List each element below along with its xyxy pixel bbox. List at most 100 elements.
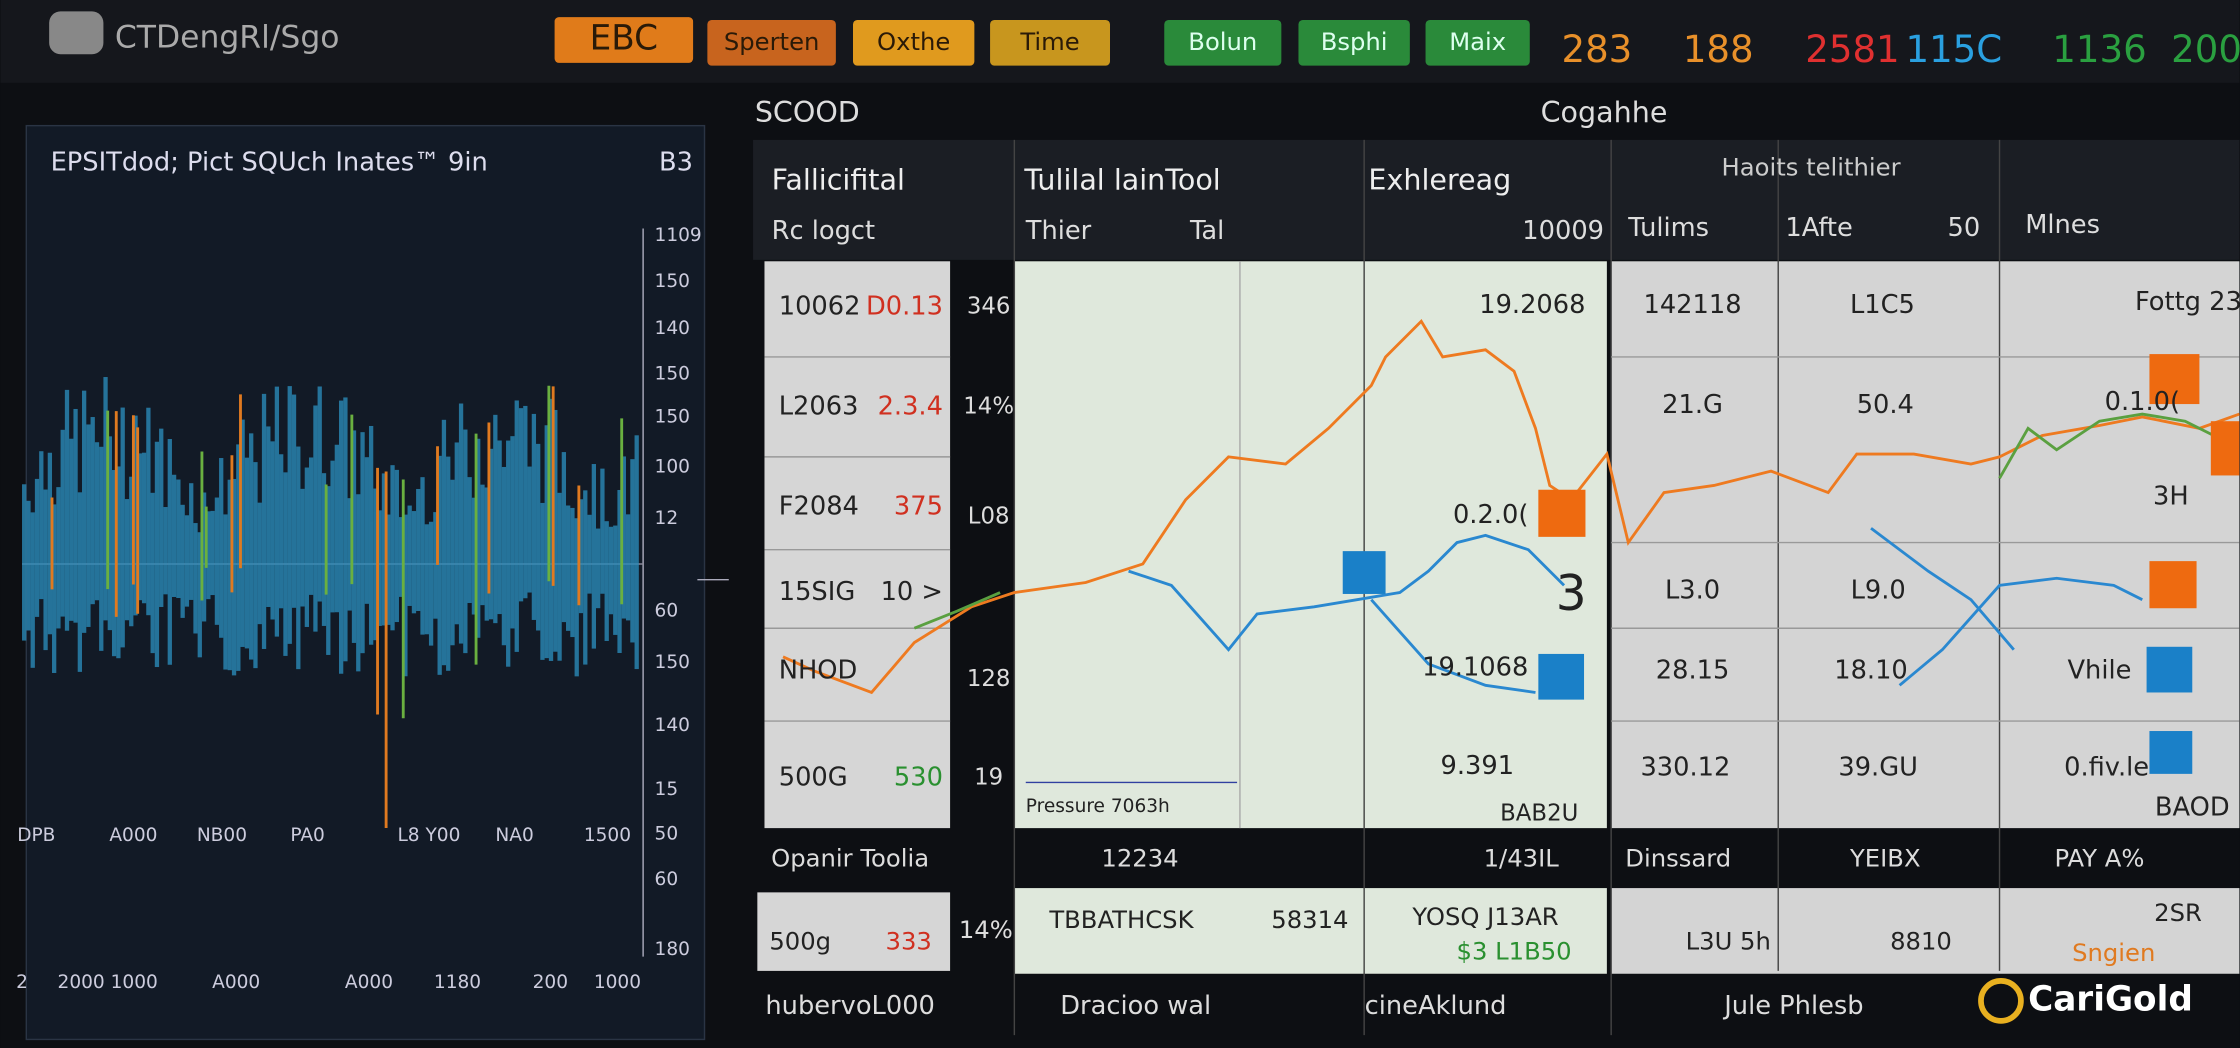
decor-bar [480,484,485,606]
decor-bar [583,490,588,665]
table-text: hubervoL000 [765,991,935,1021]
table-text: 346 [967,293,1011,319]
decor-bar [557,492,562,661]
toolbar-button[interactable] [554,17,694,63]
decor-bar [261,393,267,649]
decor-bar [587,514,592,594]
decor-bar [22,484,27,641]
decor-bar [103,377,108,621]
decor-bar [506,440,511,667]
toolbar-button[interactable] [1164,19,1282,66]
decor-bar [531,413,537,620]
decor-bar [634,435,639,670]
decor-bar [536,443,541,631]
table-text: NHOD [779,656,858,686]
decor-bar [596,528,601,609]
decor-bar [296,446,301,670]
toolbar-button[interactable] [1425,19,1530,66]
table-text: 58314 [1271,905,1348,934]
decor-bar [373,488,378,641]
table-text: Thier [1025,216,1092,246]
left-panel-text: 150 [655,364,690,385]
header-text: 115C [1905,28,2002,71]
table-text: Vhile [2067,656,2131,686]
decor-bar [137,453,142,601]
decor-bar [214,497,220,625]
left-panel-text: 60 [655,869,679,890]
header-text: 283 [1561,28,1632,71]
decor-bar [64,389,70,631]
decor-bar [416,488,421,611]
table-text: TBBATHCSK [1048,905,1194,934]
left-panel-text: 1109 [655,225,702,246]
left-cells [764,261,951,829]
header-text: 1136 [2052,28,2146,71]
table-text: Tulims [1627,213,1709,243]
decor-bar [548,398,554,661]
table-text: 3H [2153,481,2189,511]
decor-bar [253,462,258,669]
left-panel-text: B3 [659,147,693,177]
decor-bar [493,414,498,624]
left-panel-text: 15 [655,779,679,800]
table-text: Jule Phlesb [1722,991,1863,1021]
decor-bar [574,518,579,677]
decor-bar [621,456,626,619]
decor-bar [240,419,245,647]
left-panel-text: NB00 [197,825,247,846]
header-text: 188 [1683,28,1754,71]
table-text: $3 L1B50 [1457,936,1572,965]
toolbar-button[interactable] [990,19,1111,66]
decor-bar [116,466,121,659]
decor-bar [608,526,614,615]
left-panel-text: 180 [655,939,690,960]
table-text: L3.0 [1665,576,1720,606]
toolbar-button[interactable] [1298,19,1410,66]
left-panel-text: 200 [533,972,568,993]
table-text: Dinssard [1625,844,1731,873]
table-text: L3U 5h [1686,926,1771,955]
decor-bar [287,386,292,644]
decor-bar [433,512,438,619]
decor-bar [454,442,459,625]
decor-bar [201,492,207,622]
decor-bar [257,502,262,625]
decor-bar [377,510,382,626]
decor-bar [90,417,95,605]
decor-bar [133,415,138,616]
toolbar-button[interactable] [853,19,975,66]
decor-bar [518,408,524,602]
decor-bar [210,510,215,596]
table-text: 0.1.0( [2105,387,2180,417]
table-text: 1Afte [1785,213,1852,243]
left-panel-text: 60 [655,601,679,622]
decor-bar [540,502,545,660]
table-text: Haoits telithier [1722,152,1901,181]
decor-bar [497,440,502,615]
decor-bar [223,514,228,670]
decor-bar [334,444,339,613]
decor-bar [463,429,468,654]
decor-bar [471,497,477,615]
decor-bar [570,507,575,638]
table-text: Rc logct [772,216,876,246]
table-text: 0.2.0( [1453,500,1528,530]
decor-bar [184,515,190,607]
decor-bar [428,521,434,646]
cell [1014,888,1607,974]
decor-bar [39,451,44,600]
top-bar [0,0,2240,83]
table-text: 10 > [881,577,943,607]
decor-bar [403,514,408,677]
table-text: YEIBX [1849,844,1921,873]
decor-bar [591,464,596,649]
table-text: D0.13 [866,291,943,321]
decor-bar [227,479,232,671]
toolbar-button[interactable] [707,19,836,66]
decor-bar [600,468,605,594]
table-text: Tal [1189,216,1224,246]
button-label: Maix [1449,27,1506,56]
decor-bar [476,438,481,638]
left-panel-text: 50 [655,823,679,844]
